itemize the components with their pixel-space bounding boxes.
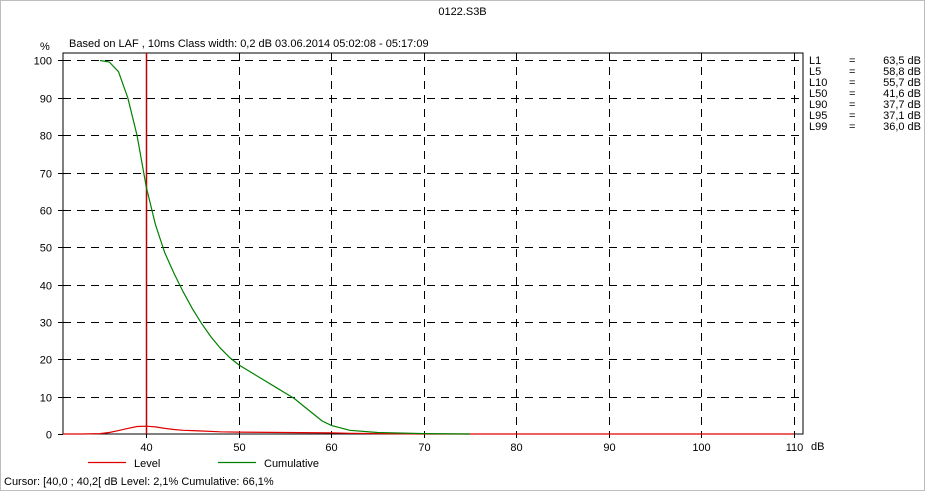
y-tick-label: 60	[40, 206, 52, 218]
stat-row-l90: L90 = 37,7 dB	[809, 100, 921, 111]
y-tick-label: 90	[40, 94, 52, 106]
stat-value: 58,8 dB	[883, 66, 921, 78]
stat-row-l95: L95 = 37,1 dB	[809, 111, 921, 122]
x-tick-label: 80	[510, 442, 522, 454]
stat-value: 55,7 dB	[883, 77, 921, 89]
y-tick-label: 70	[40, 169, 52, 181]
stat-name: L5	[809, 66, 822, 78]
chart-title: 0122.S3B	[438, 6, 487, 18]
stat-row-l1: L1 = 63,5 dB	[809, 56, 921, 67]
series-line-level	[63, 425, 794, 435]
y-tick-label: 80	[40, 131, 52, 143]
stat-name: L95	[809, 110, 828, 122]
stat-equals: =	[849, 99, 856, 111]
x-tick-label: 70	[418, 442, 430, 454]
stat-name: L90	[809, 99, 828, 111]
stat-equals: =	[849, 88, 856, 100]
stat-row-l99: L99 = 36,0 dB	[809, 122, 921, 133]
stat-value: 41,6 dB	[883, 88, 921, 100]
plot-area	[62, 52, 804, 435]
stat-row-l10: L10 = 55,7 dB	[809, 78, 921, 89]
y-axis-unit: %	[40, 41, 50, 53]
stat-equals: =	[849, 55, 856, 67]
series-line-cumulative	[99, 59, 471, 435]
y-tick-label: 20	[40, 355, 52, 367]
x-tick-label: 60	[325, 442, 337, 454]
y-tick-label: 50	[40, 243, 52, 255]
stat-value: 36,0 dB	[883, 121, 921, 133]
stat-equals: =	[849, 66, 856, 78]
stat-name: L99	[809, 121, 828, 133]
stat-name: L10	[809, 77, 828, 89]
stat-row-l50: L50 = 41,6 dB	[809, 89, 921, 100]
y-tick-label: 40	[40, 281, 52, 293]
stat-value: 37,7 dB	[883, 99, 921, 111]
legend-label-level: Level	[134, 458, 160, 470]
y-tick-label: 30	[40, 318, 52, 330]
y-tick-label: 10	[40, 393, 52, 405]
y-tick-label: 0	[46, 430, 52, 442]
cursor-status: Cursor: [40,0 ; 40,2[ dB Level: 2,1% Cum…	[4, 476, 274, 488]
stat-name: L50	[809, 88, 828, 100]
x-tick-label: 40	[140, 442, 152, 454]
x-axis-unit: dB	[811, 441, 825, 453]
x-tick-label: 50	[233, 442, 245, 454]
stat-equals: =	[849, 77, 856, 89]
x-tick-label: 100	[692, 442, 710, 454]
stat-value: 63,5 dB	[883, 55, 921, 67]
x-tick-label: 110	[786, 442, 804, 454]
stat-name: L1	[809, 55, 822, 67]
stat-row-l5: L5 = 58,8 dB	[809, 67, 921, 78]
y-tick-label: 100	[34, 56, 52, 68]
stat-equals: =	[849, 121, 856, 133]
stat-equals: =	[849, 110, 856, 122]
measurement-info: Based on LAF , 10ms Class width: 0,2 dB …	[69, 38, 429, 50]
x-tick-label: 90	[603, 442, 615, 454]
legend-label-cumulative: Cumulative	[264, 458, 319, 470]
stat-value: 37,1 dB	[883, 110, 921, 122]
